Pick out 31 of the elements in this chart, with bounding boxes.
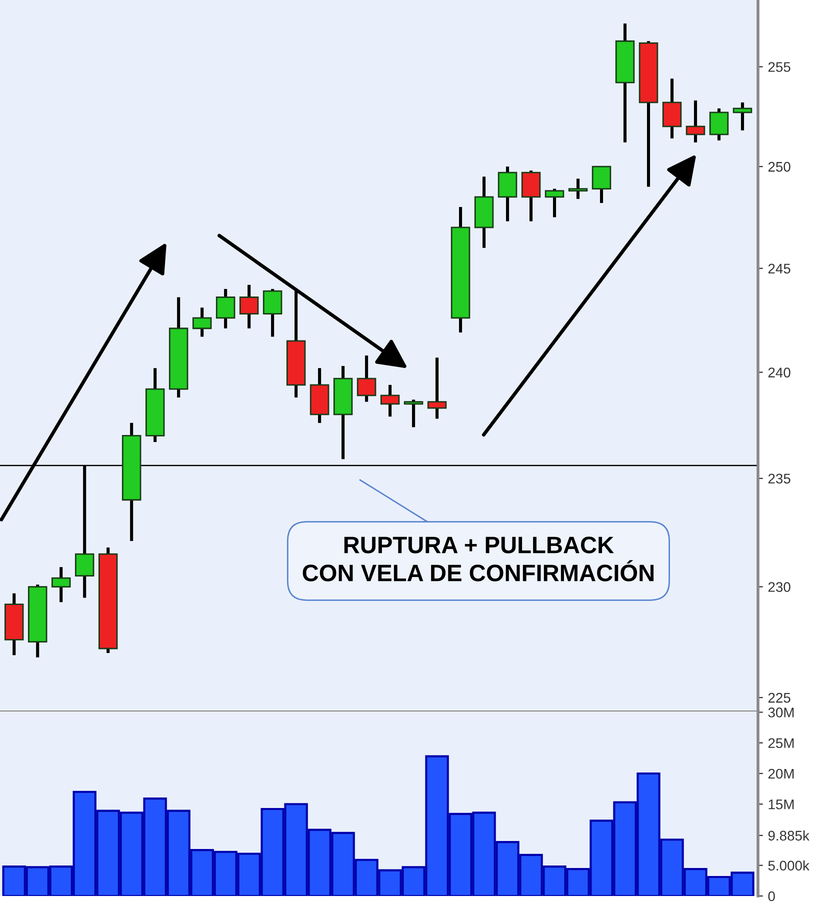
- y-tick-label: 15M: [768, 800, 794, 810]
- candlestick: [356, 356, 376, 402]
- y-tick-label: 5.000k: [768, 860, 810, 871]
- y-tick-label: 230: [768, 582, 790, 592]
- y-tick-label: 245: [768, 264, 790, 274]
- candlestick: [216, 288, 236, 328]
- candlestick: [568, 178, 588, 199]
- y-tick-label: 30M: [768, 708, 794, 718]
- candlestick: [51, 567, 71, 602]
- y-tick-label: 0: [768, 891, 775, 902]
- candlestick: [709, 108, 729, 140]
- candlestick: [686, 100, 706, 142]
- y-tick-label: 250: [768, 162, 790, 172]
- y-tick-label: 20M: [768, 768, 794, 779]
- candlestick: [732, 102, 752, 130]
- y-tick-label: 240: [768, 368, 790, 378]
- annotation: RUPTURA + PULLBACK CON VELA DE CONFIRMACIÓN: [302, 536, 654, 582]
- candlestick: [592, 166, 612, 203]
- y-tick-label: 25M: [768, 738, 794, 748]
- candlestick: [544, 188, 564, 218]
- candlestick: [262, 288, 282, 337]
- candlestick: [427, 358, 447, 419]
- candlestick: [380, 384, 400, 417]
- y-tick-label: 255: [768, 62, 790, 72]
- y-tick-label: 225: [768, 692, 790, 703]
- candlestick: [239, 284, 259, 328]
- y-tick-label: 235: [768, 474, 790, 484]
- candlestick: [404, 400, 424, 428]
- y-tick-label: 9.885k: [768, 830, 810, 841]
- candlestick: [662, 78, 682, 138]
- candlestick: [192, 308, 212, 337]
